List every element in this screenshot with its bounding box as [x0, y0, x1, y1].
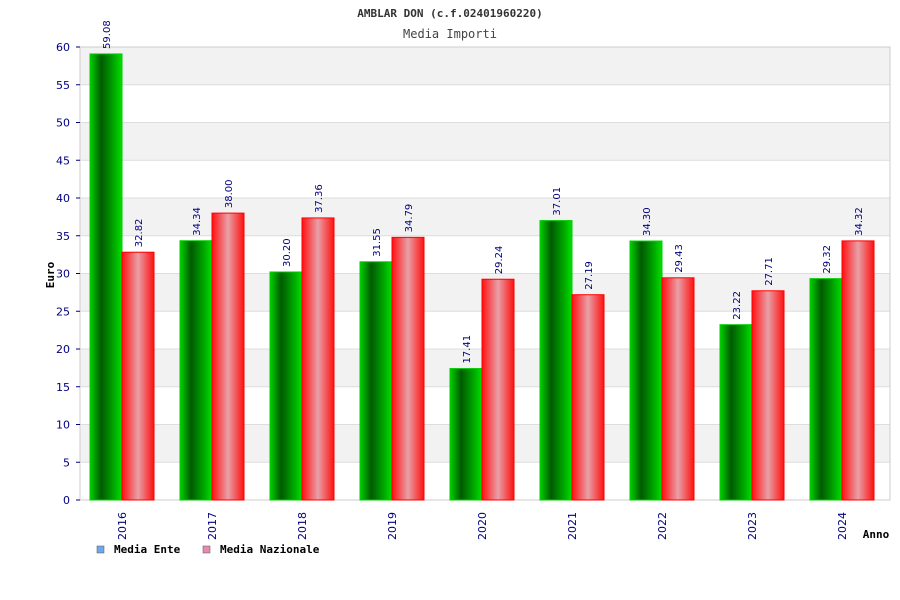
x-axis-label: Anno [863, 528, 890, 541]
bar-media-ente [179, 240, 213, 501]
x-tick-label: 2019 [386, 512, 399, 540]
x-tick-label: 2023 [746, 512, 759, 540]
data-label-media-nazionale: 34.32 [854, 207, 865, 236]
x-tick-label: 2016 [116, 512, 129, 540]
y-tick-label: 5 [63, 456, 70, 469]
data-label-media-nazionale: 27.71 [764, 257, 775, 286]
legend-label-media-ente: Media Ente [114, 543, 181, 556]
chart-title: AMBLAR DON (c.f.02401960220) [357, 7, 542, 20]
bar-media-nazionale [211, 212, 245, 501]
x-tick-label: 2024 [836, 512, 849, 540]
bar-media-ente [269, 271, 303, 501]
x-tick-label: 2022 [656, 512, 669, 540]
y-tick-label: 45 [56, 154, 70, 167]
bar-media-nazionale [301, 217, 335, 501]
y-axis-ticks: 0 5 10 15 20 25 30 35 40 45 50 55 60 [56, 41, 80, 507]
y-tick-label: 0 [63, 494, 70, 507]
x-tick-label: 2021 [566, 512, 579, 540]
y-tick-label: 25 [56, 305, 70, 318]
bar-media-nazionale [481, 278, 515, 501]
legend-label-media-nazionale: Media Nazionale [220, 543, 320, 556]
bar-media-ente [629, 240, 663, 501]
bar-media-ente [719, 324, 753, 501]
y-axis-label: Euro [44, 261, 57, 288]
data-label-media-ente: 59.08 [102, 20, 113, 49]
data-label-media-ente: 23.22 [732, 291, 743, 320]
bar-media-nazionale [841, 240, 875, 501]
legend: Media Ente Media Nazionale [96, 543, 320, 556]
data-label-media-nazionale: 29.24 [494, 246, 505, 275]
bar-media-ente [89, 53, 123, 501]
y-tick-label: 35 [56, 230, 70, 243]
data-label-media-ente: 30.20 [282, 238, 293, 267]
grid-band [80, 160, 890, 198]
y-tick-label: 30 [56, 268, 70, 281]
bar-media-nazionale [571, 294, 605, 501]
y-tick-label: 60 [56, 41, 70, 54]
grid-band [80, 122, 890, 161]
y-tick-label: 55 [56, 79, 70, 92]
x-tick-label: 2017 [206, 512, 219, 540]
x-tick-label: 2018 [296, 512, 309, 540]
bar-media-ente [449, 368, 483, 501]
bar-media-nazionale [391, 236, 425, 501]
grid-band [80, 47, 890, 85]
data-label-media-ente: 31.55 [372, 228, 383, 257]
grid-band [80, 84, 890, 123]
data-label-media-nazionale: 38.00 [224, 179, 235, 208]
y-tick-label: 10 [56, 419, 70, 432]
y-tick-label: 20 [56, 343, 70, 356]
bar-media-ente [539, 220, 573, 501]
legend-swatch-media-nazionale [202, 545, 211, 554]
x-axis-ticks: 2016 2017 2018 2019 2020 2021 2022 2023 2024 [116, 512, 849, 540]
data-label-media-nazionale: 37.36 [314, 184, 325, 213]
data-labels: 59.08 32.82 34.34 38.00 30.20 37.36 31.55 34.79… [102, 20, 865, 363]
bar-media-nazionale [661, 277, 695, 501]
data-label-media-nazionale: 27.19 [584, 261, 595, 290]
bar-media-nazionale [121, 251, 155, 501]
data-label-media-ente: 37.01 [552, 187, 563, 216]
data-label-media-ente: 34.34 [192, 207, 203, 236]
legend-swatch-media-ente [96, 545, 105, 554]
data-label-media-nazionale: 34.79 [404, 204, 415, 233]
bar-media-ente [359, 261, 393, 501]
data-label-media-nazionale: 29.43 [674, 244, 685, 273]
data-label-media-ente: 34.30 [642, 207, 653, 236]
bar-media-nazionale [751, 290, 785, 501]
x-tick-label: 2020 [476, 512, 489, 540]
y-tick-label: 40 [56, 192, 70, 205]
data-label-media-ente: 17.41 [462, 335, 473, 364]
y-tick-label: 15 [56, 381, 70, 394]
y-tick-label: 50 [56, 117, 70, 130]
bars [89, 53, 875, 501]
chart-subtitle: Media Importi [403, 27, 497, 41]
data-label-media-ente: 29.32 [822, 245, 833, 274]
data-label-media-nazionale: 32.82 [134, 219, 145, 248]
bar-media-ente [809, 278, 843, 501]
